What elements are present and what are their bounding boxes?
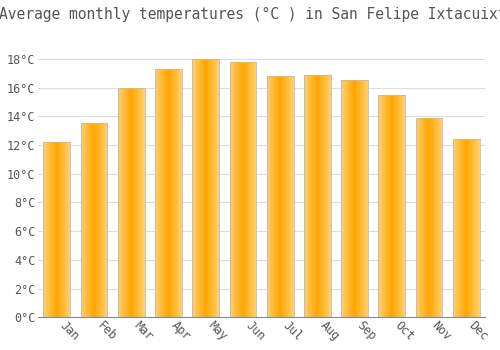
Bar <box>230 62 256 317</box>
Bar <box>44 142 70 317</box>
Bar <box>267 76 293 317</box>
Bar <box>453 139 479 317</box>
Bar <box>416 118 442 317</box>
Bar <box>155 69 182 317</box>
Bar <box>341 80 368 317</box>
Bar <box>378 95 405 317</box>
Bar <box>304 75 331 317</box>
Bar <box>192 59 219 317</box>
Title: Average monthly temperatures (°C ) in San Felipe Ixtacuixtla: Average monthly temperatures (°C ) in Sa… <box>0 7 500 22</box>
Bar <box>80 124 108 317</box>
Bar <box>118 88 144 317</box>
